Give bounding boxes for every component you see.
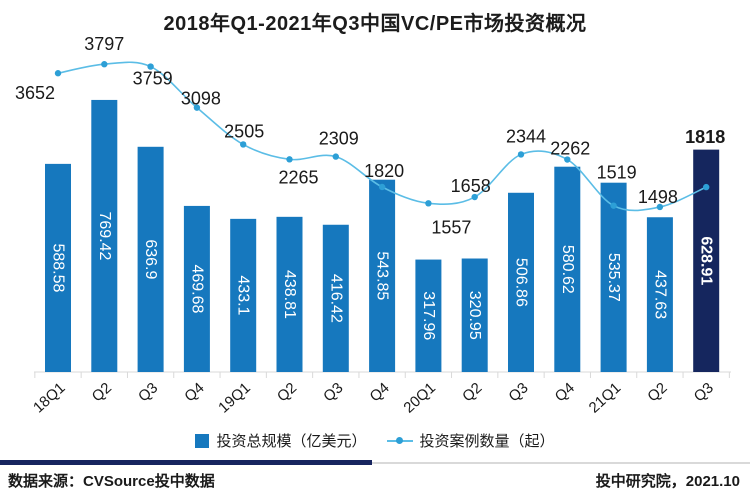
line-value-label: 2262 <box>550 139 590 159</box>
line-value-label: 1557 <box>431 217 471 237</box>
bar <box>646 217 673 372</box>
bar-value-label: 580.62 <box>559 245 576 294</box>
bar-value-label: 433.1 <box>235 275 252 315</box>
line-point <box>425 200 432 207</box>
chart-title: 2018年Q1-2021年Q3中国VC/PE市场投资概况 <box>163 13 587 35</box>
footer-divider-left <box>0 460 372 465</box>
bar <box>369 179 396 372</box>
line-value-label: 1658 <box>451 176 491 196</box>
line-point <box>471 193 478 201</box>
bar-value-label: 438.81 <box>281 270 298 319</box>
bar-value-label: 535.37 <box>605 253 622 302</box>
bar-series-swatch-icon <box>195 433 210 448</box>
line-value-label: 3652 <box>15 83 55 103</box>
bar <box>137 146 164 372</box>
line-point <box>332 153 339 160</box>
line-series-marker-icon <box>386 434 413 448</box>
x-axis-label: Q3 <box>505 379 531 405</box>
bar-value-label: 317.96 <box>420 291 437 340</box>
line-point <box>286 156 293 163</box>
line-point <box>101 61 108 68</box>
combo-chart: 588.58 18Q1 769.42 Q2 636.9 Q3 469.68 Q4 433.1 19… <box>15 34 731 417</box>
line-series-marker-dot <box>396 437 403 444</box>
line-point <box>147 63 154 70</box>
line-point <box>610 202 617 209</box>
line-point <box>378 183 386 191</box>
x-axis-label: Q2 <box>274 379 300 405</box>
bar-value-label: 437.63 <box>651 270 668 319</box>
line-value-label: 3098 <box>181 89 221 109</box>
legend-item-bar-series: 投资总规模（亿美元） <box>195 430 367 451</box>
line-value-label: 1498 <box>638 187 678 207</box>
bar <box>230 218 257 372</box>
line-point <box>517 151 525 158</box>
x-axis-label: 20Q1 <box>400 379 439 416</box>
bar <box>600 182 627 372</box>
line-value-label: 1820 <box>364 161 404 181</box>
bar <box>415 259 442 372</box>
line-value-label: 1519 <box>597 163 637 183</box>
line-value-label: 3797 <box>84 34 124 54</box>
bar <box>322 224 349 372</box>
line-value-label: 2309 <box>319 129 359 149</box>
bar <box>45 163 71 372</box>
line-point <box>240 141 247 148</box>
bar <box>508 192 534 372</box>
x-axis-label: 18Q1 <box>30 379 69 416</box>
bar-value-label: 543.85 <box>374 251 391 300</box>
x-axis-label: Q4 <box>367 379 393 405</box>
x-axis-label: 19Q1 <box>215 379 254 416</box>
bar <box>461 258 488 372</box>
bar <box>91 99 118 372</box>
x-axis-label: 21Q1 <box>586 379 625 416</box>
x-axis-label: Q3 <box>135 379 161 405</box>
bar-value-label: 469.68 <box>188 264 205 313</box>
x-axis-label: Q2 <box>459 379 485 405</box>
legend-bar-label: 投资总规模（亿美元） <box>216 433 367 450</box>
bar <box>276 216 303 372</box>
line-point <box>656 203 664 211</box>
line-point <box>54 70 62 77</box>
x-axis-label: Q2 <box>644 379 670 405</box>
line-value-label: 3759 <box>133 69 173 89</box>
legend: 投资总规模（亿美元） 投资案例数量（起） <box>0 430 750 451</box>
bar-value-label: 588.58 <box>50 243 67 292</box>
x-axis-label: Q4 <box>181 379 207 405</box>
bar-value-label: 769.42 <box>96 211 113 260</box>
footer: 数据来源：CVSource投中数据 投中研究院，2021.10 <box>0 470 750 491</box>
line-point <box>193 104 201 111</box>
bar-value-label: 416.42 <box>327 274 344 323</box>
bar-value-label: 636.9 <box>142 239 159 279</box>
footer-source: 数据来源：CVSource投中数据 <box>8 473 215 490</box>
footer-credit: 投中研究院，2021.10 <box>595 473 740 490</box>
line-point <box>703 183 710 191</box>
legend-line-label: 投资案例数量（起） <box>419 433 555 450</box>
legend-item-line-series: 投资案例数量（起） <box>386 430 555 451</box>
x-axis-label: Q3 <box>691 379 717 405</box>
x-axis-label: Q2 <box>89 379 115 405</box>
line-value-label: 2344 <box>506 126 546 146</box>
bar <box>183 205 210 372</box>
x-axis-label: Q4 <box>552 379 578 405</box>
line-point <box>564 156 571 163</box>
bar-value-label: 320.95 <box>466 291 483 340</box>
line-value-label: 2505 <box>224 121 264 141</box>
x-axis-label: Q3 <box>320 379 346 405</box>
bar <box>554 166 581 372</box>
bar-value-label: 628.91 <box>698 236 715 285</box>
line-value-label: 1818 <box>685 127 725 147</box>
bar-value-label: 506.86 <box>513 258 530 307</box>
footer-divider-right <box>372 462 750 464</box>
line-value-label: 2265 <box>278 167 318 187</box>
